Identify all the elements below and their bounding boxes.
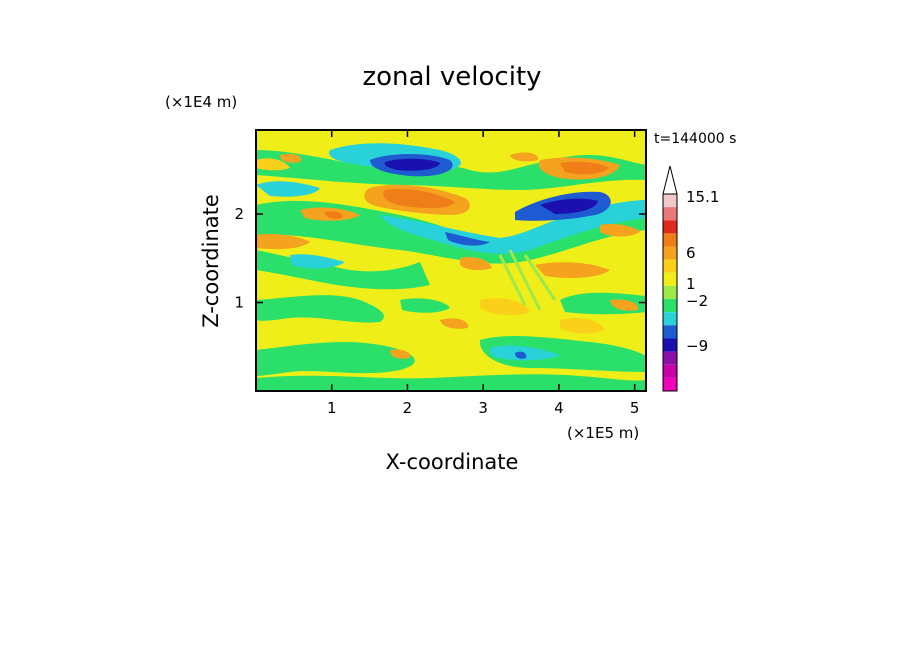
contour-band [256,374,646,391]
contour-streak [498,249,557,311]
contour-core [390,349,411,359]
contour-band [479,336,646,372]
contour-plot [256,130,646,391]
contour-core [535,262,610,278]
contour-band [256,150,646,190]
contour-band [256,158,290,171]
contour-core [460,257,492,271]
contour-core [280,153,302,163]
contour-band [560,318,605,334]
colorbar-swatch [663,351,677,365]
y-scale-label: (×1E4 m) [165,93,237,111]
chart-title: zonal velocity [362,62,541,92]
contour-core [445,232,490,246]
colorbar-labels: 15.1 6 1 −2 −9 [686,188,719,355]
contour-core [256,233,310,250]
colorbar-swatch [663,338,677,352]
contour-core [600,223,640,237]
colorbar-swatch [663,377,677,391]
colorbar [662,165,678,392]
contour-band [480,298,530,316]
contour-core [610,299,639,311]
contour-band [400,298,450,313]
colorbar-swatch [663,207,677,221]
contour-core [515,351,527,359]
colorbar-swatch [663,272,677,286]
x-tick-label: 4 [554,399,564,417]
colorbar-swatch [663,246,677,260]
colorbar-swatch [663,233,677,247]
time-label: t=144000 s [654,131,736,147]
colorbar-label-min: −9 [686,337,708,355]
x-axis-label: X-coordinate [386,450,519,474]
x-tick-label: 2 [403,399,413,417]
contour-band [256,181,320,197]
colorbar-swatch [663,364,677,378]
contour-core [560,161,610,175]
colorbar-overflow-triangle [662,165,678,195]
y-tick-label: 1 [234,294,244,312]
contour-band [256,295,384,323]
colorbar-label: 6 [686,244,696,262]
colorbar-label: −2 [686,292,708,310]
contour-core [440,318,469,329]
colorbar-frame [662,193,678,392]
y-tick-label: 2 [234,205,244,223]
colorbar-swatch [663,194,677,208]
x-scale-label: (×1E5 m) [567,424,639,442]
colorbar-swatch [663,325,677,339]
colorbar-swatch [663,312,677,326]
x-tick-label: 3 [478,399,488,417]
contour-band [256,342,415,376]
contour-core [383,188,455,209]
y-axis-label: Z-coordinate [199,194,223,328]
contour-core [510,152,539,162]
colorbar-swatch [663,299,677,313]
contour-core [540,198,598,214]
colorbar-swatch [663,285,677,300]
colorbar-label-max: 15.1 [686,188,719,206]
contour-band [490,345,560,361]
x-ticks: 1 2 3 4 5 [327,130,639,417]
colorbar-swatch [663,259,677,273]
colorbar-label: 1 [686,275,696,293]
x-tick-label: 5 [630,399,640,417]
contour-core [384,158,440,171]
colorbar-swatch [663,220,677,234]
y-ticks: 12 [234,205,646,312]
x-tick-label: 1 [327,399,337,417]
plot-frame [255,129,647,392]
contour-core [325,211,343,219]
contour-band [290,254,345,269]
